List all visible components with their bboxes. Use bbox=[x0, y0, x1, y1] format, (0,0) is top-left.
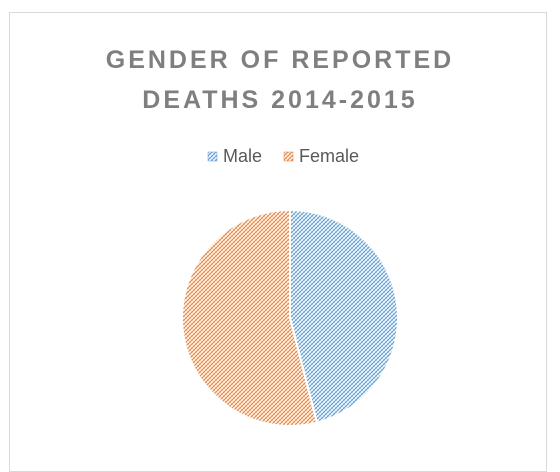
chart: Male Female bbox=[181, 146, 399, 427]
chart-title: GENDER OF REPORTED DEATHS 2014-2015 bbox=[105, 46, 455, 114]
pie-slice bbox=[181, 208, 319, 427]
legend-swatch bbox=[207, 151, 218, 162]
legend-swatch bbox=[283, 151, 294, 162]
legend-label: Male bbox=[223, 146, 262, 166]
pie-slice bbox=[289, 208, 399, 424]
legend-label: Female bbox=[299, 146, 359, 166]
